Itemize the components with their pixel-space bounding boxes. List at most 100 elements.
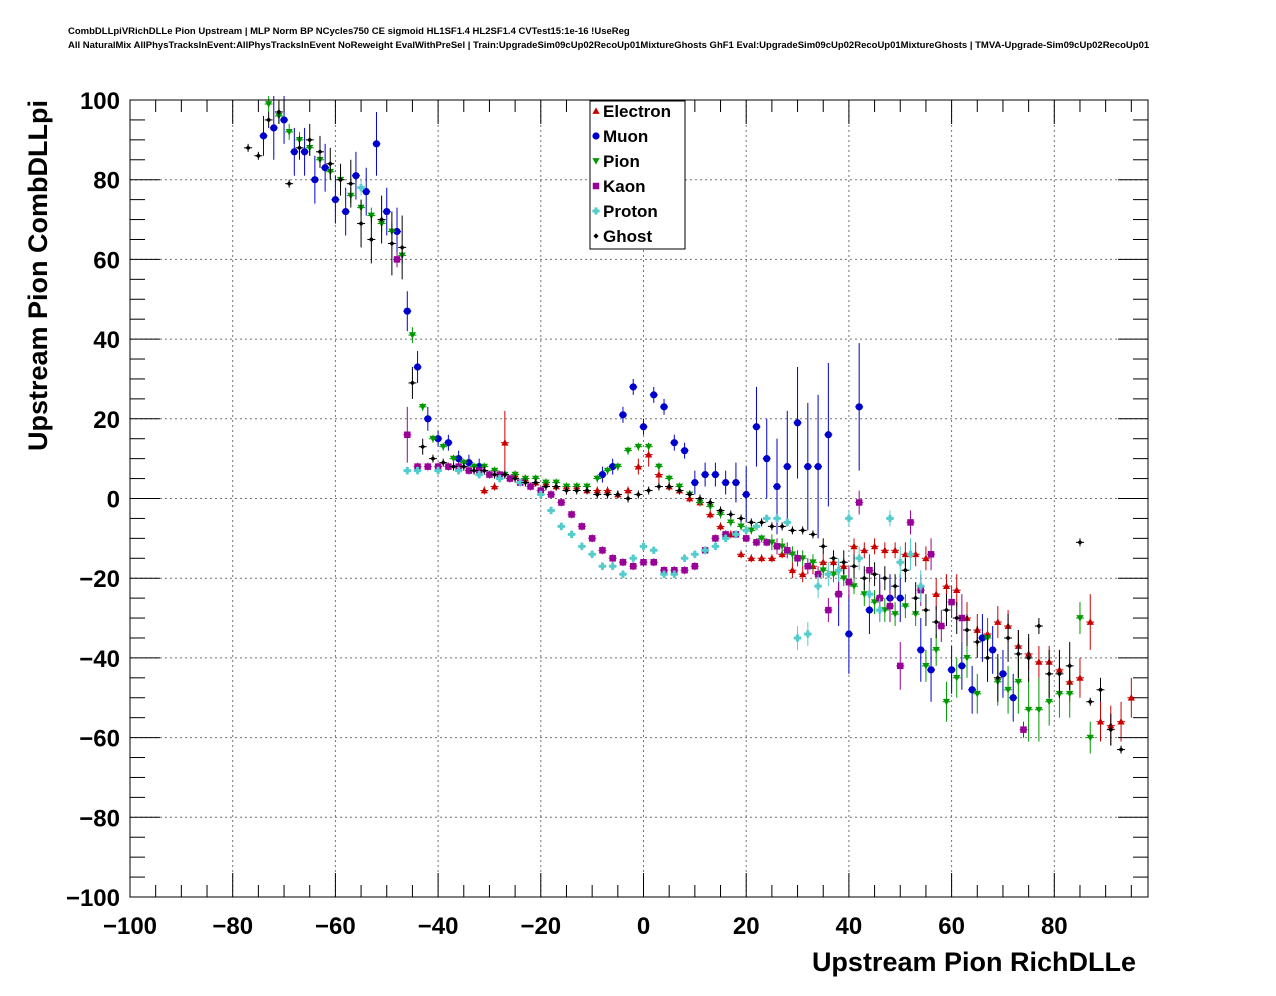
electron-point	[706, 510, 714, 518]
ghost-point	[553, 483, 559, 490]
ghost-point	[974, 639, 980, 645]
legend-marker-kaon	[592, 182, 600, 190]
ghost-point	[666, 483, 672, 490]
pion-point	[285, 129, 293, 136]
kaon-point	[927, 551, 935, 558]
chart-title-line-1: CombDLLpiVRichDLLe Pion Upstream | MLP N…	[68, 26, 630, 37]
pion-point	[973, 690, 981, 698]
pion-point	[716, 511, 725, 519]
electron-point	[1117, 718, 1125, 725]
kaon-point	[773, 543, 781, 550]
electron-point	[953, 586, 961, 594]
ghost-point	[286, 181, 292, 187]
ghost-point	[779, 523, 785, 529]
muon-point	[393, 227, 401, 236]
kaon-point	[855, 499, 863, 506]
ghost-point	[502, 471, 508, 478]
muon-point	[331, 196, 339, 204]
muon-point	[814, 463, 822, 471]
kaon-point	[691, 563, 699, 570]
ghost-point	[594, 491, 600, 498]
electron-point	[881, 546, 889, 554]
ghost-point	[902, 567, 908, 573]
pion-point	[1004, 686, 1012, 694]
kaon-point	[681, 566, 688, 574]
proton-point	[588, 550, 596, 558]
ghost-point	[738, 515, 744, 522]
proton-point	[701, 546, 709, 554]
kaon-point	[866, 566, 873, 574]
muon-point	[362, 188, 370, 196]
pion-point	[850, 583, 858, 590]
proton-point	[722, 534, 730, 542]
legend-label-electron: Electron	[603, 102, 671, 121]
ghost-point	[1087, 699, 1093, 705]
kaon-point	[558, 499, 565, 506]
proton-point	[763, 514, 771, 523]
ghost-point	[871, 571, 878, 577]
ghost-point	[615, 491, 621, 498]
proton-point	[619, 570, 627, 578]
proton-point	[886, 514, 894, 523]
y-tick-label: 60	[93, 247, 120, 274]
pion-point	[727, 519, 735, 527]
x-tick-label: −60	[315, 913, 356, 940]
y-tick-label: 40	[93, 327, 120, 354]
electron-point	[480, 486, 488, 494]
ghost-point	[995, 675, 1001, 681]
electron-point	[634, 463, 642, 470]
kaon-point	[445, 463, 452, 470]
ghost-point	[296, 145, 303, 151]
muon-point	[773, 482, 781, 491]
muon-point	[711, 470, 719, 479]
muon-point	[383, 207, 391, 216]
ghost-point	[1118, 746, 1124, 753]
ghost-point	[1097, 687, 1104, 693]
electron-point	[1086, 618, 1094, 625]
proton-point	[896, 558, 904, 566]
legend-marker-ghost	[593, 233, 599, 239]
proton-point	[711, 542, 719, 550]
muon-point	[270, 124, 278, 132]
pion-point	[1014, 678, 1022, 686]
ghost-point	[1056, 671, 1063, 677]
ghost-point	[861, 575, 867, 581]
muon-point	[670, 439, 678, 447]
y-tick-label: −80	[79, 805, 120, 832]
ghost-point	[409, 380, 416, 386]
legend: Electron Muon Pion Kaon Proton Ghost	[589, 100, 686, 250]
electron-point	[593, 486, 601, 494]
kaon-point	[958, 614, 966, 622]
legend-label-proton: Proton	[603, 202, 658, 221]
kaon-point	[599, 547, 606, 554]
pion-point	[265, 101, 273, 108]
electron-point	[501, 439, 509, 446]
ghost-point	[1026, 655, 1032, 661]
electron-point	[1076, 674, 1084, 681]
y-tick-label: 80	[93, 168, 120, 195]
ghost-point	[635, 491, 641, 498]
pion-point	[963, 655, 971, 662]
ghost-point	[399, 244, 405, 251]
electron-point	[758, 554, 766, 562]
ghost-point	[379, 216, 385, 223]
proton-point	[568, 530, 576, 538]
proton-point	[455, 467, 463, 475]
proton-point	[578, 542, 586, 550]
ghost-point	[646, 487, 652, 494]
pion-point	[408, 332, 417, 339]
axes: −100 −80 −60 −40 −20 0 20 40 60 80 −100 −80 −60 −40 −2…	[66, 88, 1148, 940]
proton-point	[906, 550, 915, 558]
pion-point	[449, 455, 458, 463]
kaon-point	[424, 463, 432, 470]
pion-point	[891, 611, 899, 618]
kaon-point	[588, 535, 596, 542]
ghost-point	[1036, 623, 1042, 629]
muon-point	[300, 148, 309, 156]
kaon-point	[640, 559, 647, 566]
proton-point	[732, 530, 740, 538]
ghost-point	[984, 655, 991, 661]
proton-point	[609, 562, 617, 570]
ghost-point	[892, 583, 898, 589]
